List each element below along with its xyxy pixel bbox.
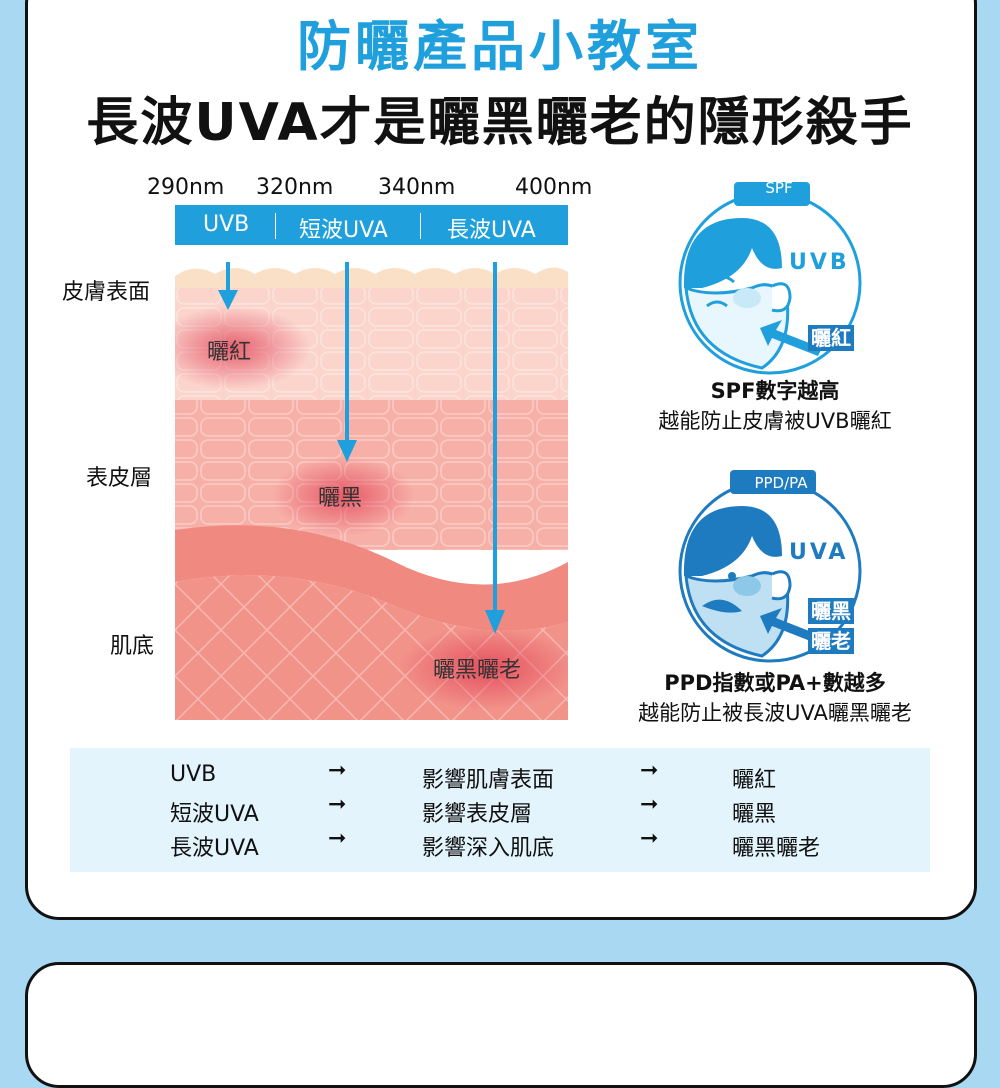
spf-caption-line2: 越能防止皮膚被UVB曬紅 bbox=[658, 409, 892, 433]
spf-badge: SPF bbox=[765, 179, 793, 197]
skin-diagram: 曬紅 曬黑 曬黑曬老 bbox=[175, 262, 568, 720]
layer-label-epidermis: 表皮層 bbox=[86, 466, 153, 491]
summary-result: 曬黑 bbox=[732, 802, 777, 827]
right-arrow-icon: ➞ bbox=[328, 826, 347, 851]
spf-tag-redness: 曬紅 bbox=[808, 325, 854, 351]
summary-result: 曬紅 bbox=[732, 768, 777, 793]
summary-ray: UVB bbox=[170, 762, 217, 787]
layer-label-surface: 皮膚表面 bbox=[62, 280, 151, 305]
band-uvb: UVB bbox=[203, 212, 250, 237]
effect-label-tanning-aging: 曬黑曬老 bbox=[433, 658, 522, 683]
right-arrow-icon: ➞ bbox=[328, 758, 347, 783]
layer-label-base: 肌底 bbox=[110, 634, 155, 659]
effect-label-tanning: 曬黑 bbox=[318, 486, 363, 511]
wavelength-320: 320nm bbox=[256, 175, 334, 200]
ppd-caption-line2: 越能防止被長波UVA曬黑曬老 bbox=[638, 701, 912, 725]
summary-impact: 影響表皮層 bbox=[422, 802, 533, 827]
summary-result: 曬黑曬老 bbox=[732, 836, 821, 861]
spf-caption-line1: SPF數字越高 bbox=[710, 379, 840, 403]
ppd-ray-label: UVA bbox=[789, 540, 849, 565]
next-card bbox=[25, 962, 977, 1088]
wavelength-400: 400nm bbox=[515, 175, 593, 200]
wavelength-340: 340nm bbox=[378, 175, 456, 200]
summary-ray: 短波UVA bbox=[170, 802, 259, 827]
wavelength-290: 290nm bbox=[147, 175, 225, 200]
spf-ray-label: UVB bbox=[789, 250, 850, 275]
ppd-badge: PPD/PA bbox=[754, 474, 808, 492]
ppd-tag-aging: 曬老 bbox=[808, 628, 854, 654]
summary-ray: 長波UVA bbox=[170, 836, 259, 861]
band-long-uva: 長波UVA bbox=[447, 218, 536, 243]
right-arrow-icon: ➞ bbox=[640, 758, 659, 783]
skin-illustration bbox=[175, 262, 568, 720]
ppd-caption-line1: PPD指數或PA+數越多 bbox=[664, 671, 886, 695]
right-arrow-icon: ➞ bbox=[640, 792, 659, 817]
effect-label-redness: 曬紅 bbox=[207, 340, 252, 365]
ppd-tag-tanning: 曬黑 bbox=[808, 598, 854, 624]
summary-table: UVB 短波UVA 長波UVA ➞ ➞ ➞ 影響肌膚表面 影響表皮層 影響深入肌… bbox=[70, 748, 930, 872]
band-divider bbox=[420, 213, 421, 239]
uv-band-bar: UVB 短波UVA 長波UVA bbox=[175, 205, 568, 245]
band-short-uva: 短波UVA bbox=[299, 218, 388, 243]
right-arrow-icon: ➞ bbox=[328, 792, 347, 817]
summary-impact: 影響肌膚表面 bbox=[422, 768, 555, 793]
page-title: 防曬產品小教室 bbox=[297, 15, 703, 78]
page-subtitle: 長波UVA才是曬黑曬老的隱形殺手 bbox=[86, 93, 914, 153]
band-divider bbox=[275, 213, 276, 239]
summary-impact: 影響深入肌底 bbox=[422, 836, 555, 861]
right-arrow-icon: ➞ bbox=[640, 826, 659, 851]
